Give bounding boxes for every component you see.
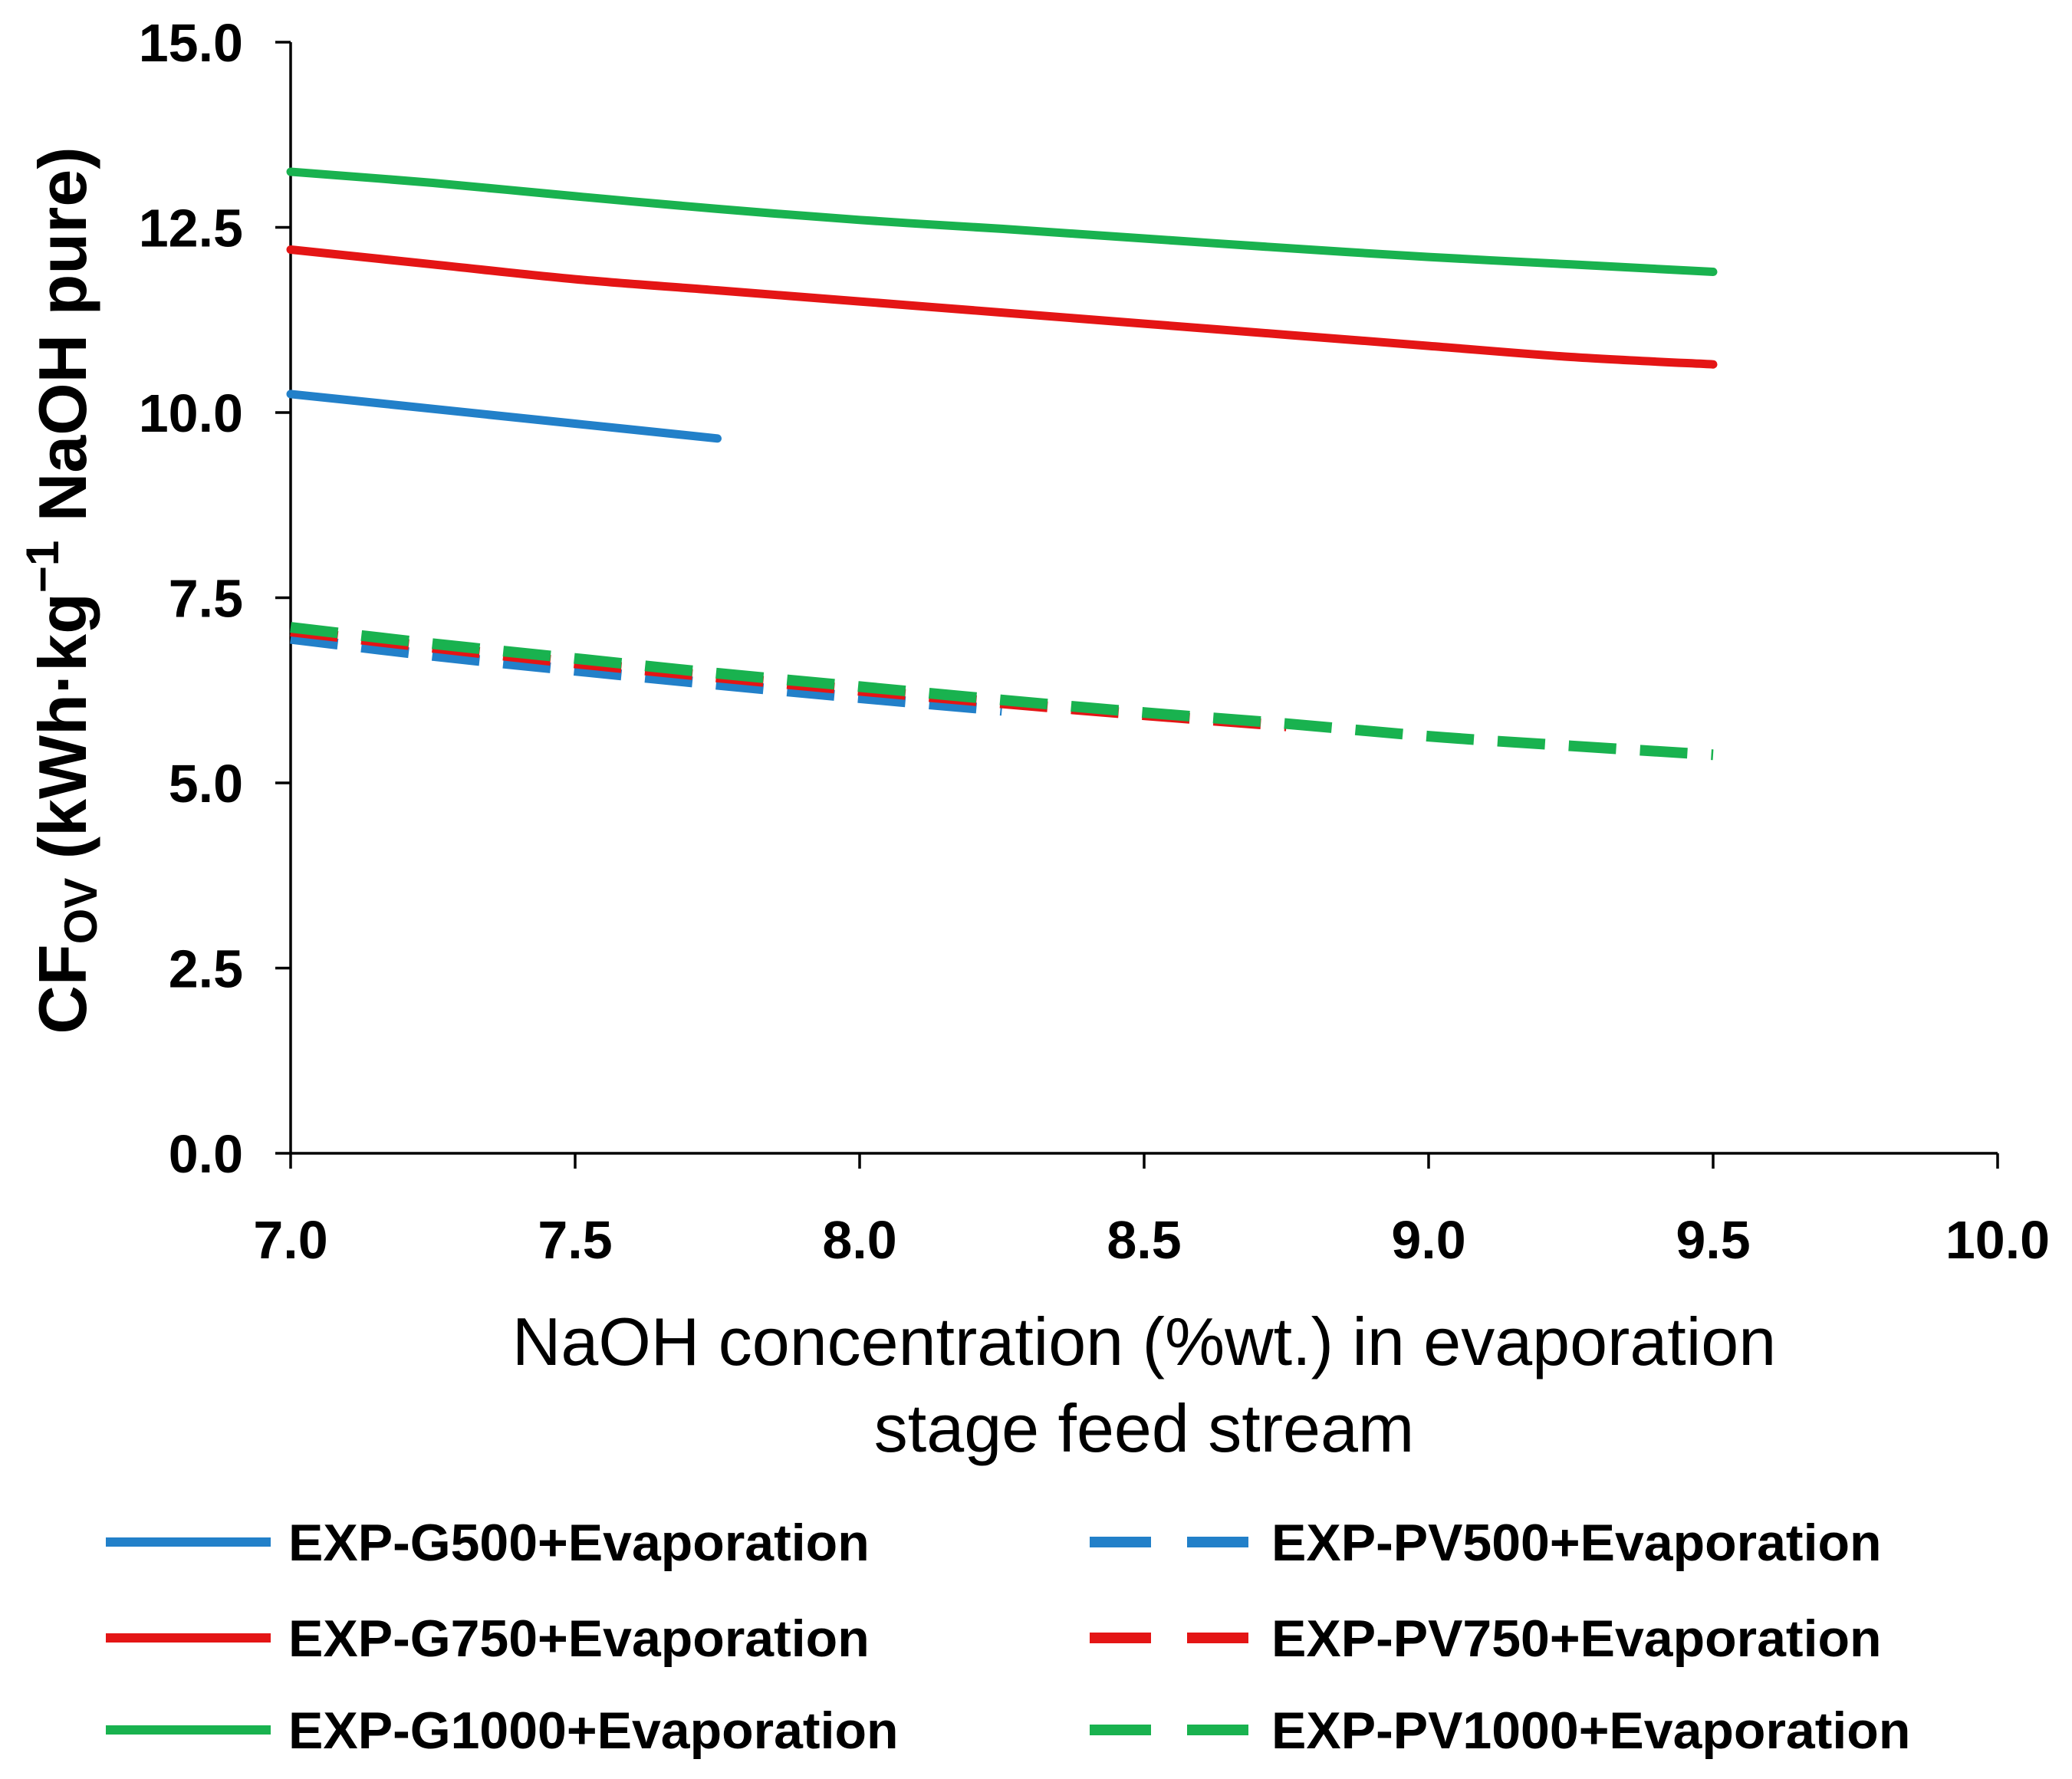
y-axis-title: CFOV (kWh·kg−1 NaOH pure) <box>17 146 107 1034</box>
y-tick-label-5-0: 5.0 <box>169 754 243 814</box>
x-tick-label-7-0: 7.0 <box>253 1210 327 1270</box>
legend-label-exp-g500-evaporation: EXP-G500+Evaporation <box>288 1514 870 1572</box>
plot-area-series <box>286 167 1718 761</box>
legend-item-exp-g1000-evaporation: EXP-G1000+Evaporation <box>106 1702 899 1760</box>
x-tick-label-7-5: 7.5 <box>538 1210 612 1270</box>
y-tick-label-7-5: 7.5 <box>169 569 243 629</box>
x-tick-label-10-0: 10.0 <box>1945 1210 2050 1270</box>
y-axis-title-main: CF <box>25 944 100 1034</box>
legend-label-exp-g1000-evaporation: EXP-G1000+Evaporation <box>288 1702 899 1760</box>
x-tick-label-8-5: 8.5 <box>1107 1210 1181 1270</box>
x-axis-title-line-2: stage feed stream <box>874 1390 1414 1466</box>
series-line-exp-pv500-evaporation <box>290 633 1003 716</box>
axis-ticks <box>275 41 1999 1169</box>
legend-item-exp-pv750-evaporation: EXP-PV750+Evaporation <box>1090 1610 1882 1668</box>
axes <box>289 42 1998 1155</box>
y-axis-title-rest: NaOH pure) <box>25 146 100 540</box>
legend-item-exp-g500-evaporation: EXP-G500+Evaporation <box>106 1514 870 1572</box>
y-axis-title-units: (kWh·kg <box>25 593 100 878</box>
x-axis-title-line-1: NaOH concentration (%wt.) in evaporation <box>512 1304 1776 1379</box>
series-line-exp-pv1000-evaporation <box>290 622 1714 761</box>
legend-label-exp-pv500-evaporation: EXP-PV500+Evaporation <box>1271 1514 1882 1572</box>
y-tick-label-0-0: 0.0 <box>169 1124 243 1184</box>
legend-item-exp-pv500-evaporation: EXP-PV500+Evaporation <box>1090 1514 1882 1572</box>
legend-label-exp-pv1000-evaporation: EXP-PV1000+Evaporation <box>1271 1702 1910 1760</box>
series-line-exp-g500-evaporation <box>286 390 722 443</box>
series-line-exp-g1000-evaporation <box>286 167 1718 276</box>
legend-label-exp-g750-evaporation: EXP-G750+Evaporation <box>288 1610 870 1668</box>
x-tick-label-9-5: 9.5 <box>1676 1210 1750 1270</box>
legend-item-exp-g750-evaporation: EXP-G750+Evaporation <box>106 1610 870 1668</box>
legend-item-exp-pv1000-evaporation: EXP-PV1000+Evaporation <box>1090 1702 1910 1760</box>
axis-tick-labels: 7.0 7.5 8.0 8.5 9.0 9.5 10.0 0.0 2.5 5.0 7.5 10.0 12… <box>139 13 2050 1270</box>
x-tick-label-9-0: 9.0 <box>1391 1210 1465 1270</box>
y-tick-label-15-0: 15.0 <box>139 13 243 73</box>
y-tick-label-12-5: 12.5 <box>139 199 243 258</box>
x-tick-label-8-0: 8.0 <box>822 1210 896 1270</box>
series-line-exp-g750-evaporation <box>286 245 1718 369</box>
y-tick-label-10-0: 10.0 <box>139 383 243 443</box>
y-axis-title-superscript: −1 <box>17 541 68 593</box>
legend: EXP-G500+Evaporation EXP-G750+Evaporation… <box>106 1514 1910 1760</box>
legend-label-exp-pv750-evaporation: EXP-PV750+Evaporation <box>1271 1610 1882 1668</box>
y-tick-label-2-5: 2.5 <box>169 939 243 999</box>
y-axis-title-subscript: OV <box>55 878 107 945</box>
